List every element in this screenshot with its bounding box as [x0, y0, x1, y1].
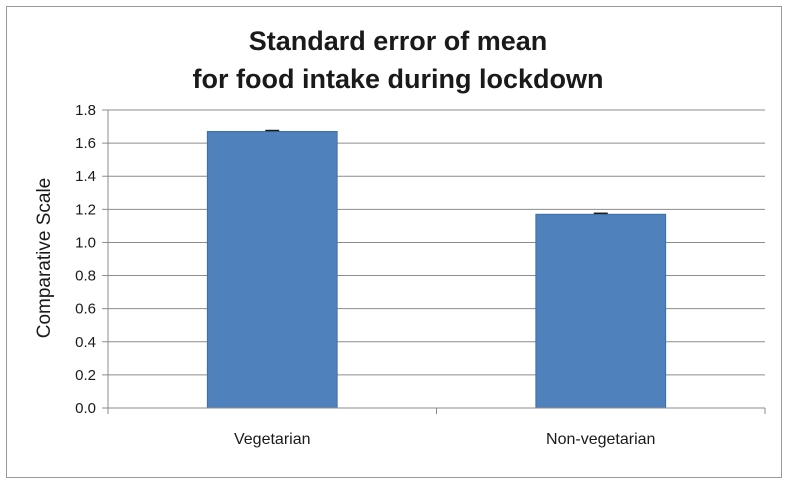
bar-vegetarian [206, 131, 338, 409]
y-axis-label: Comparative Scale [34, 178, 55, 339]
y-tick-label: 1.0 [75, 234, 96, 251]
y-tick-label: 1.6 [75, 135, 96, 152]
axes [107, 110, 766, 414]
y-tick-label: 1.2 [75, 201, 96, 218]
y-tick-label: 1.8 [75, 102, 96, 119]
bar-non-vegetarian [535, 213, 667, 409]
category-label: Vegetarian [234, 431, 311, 448]
chart-title-line-1: Standard error of mean [249, 26, 548, 56]
y-tick-label: 0.6 [75, 301, 96, 318]
y-tick-labels: 0.0 0.2 0.4 0.6 0.8 1.0 1.2 1.4 1.6 1.8 [75, 102, 96, 417]
category-labels: Vegetarian Non-vegetarian [234, 431, 655, 448]
category-label: Non-vegetarian [546, 431, 655, 448]
bars [206, 129, 667, 409]
y-tick-label: 1.4 [75, 168, 96, 185]
y-tick-label: 0.8 [75, 268, 96, 285]
y-tick-label: 0.0 [75, 400, 96, 417]
y-tick-label: 0.2 [75, 367, 96, 384]
y-tick-label: 0.4 [75, 334, 96, 351]
chart-title-line-2: for food intake during lockdown [193, 64, 604, 94]
